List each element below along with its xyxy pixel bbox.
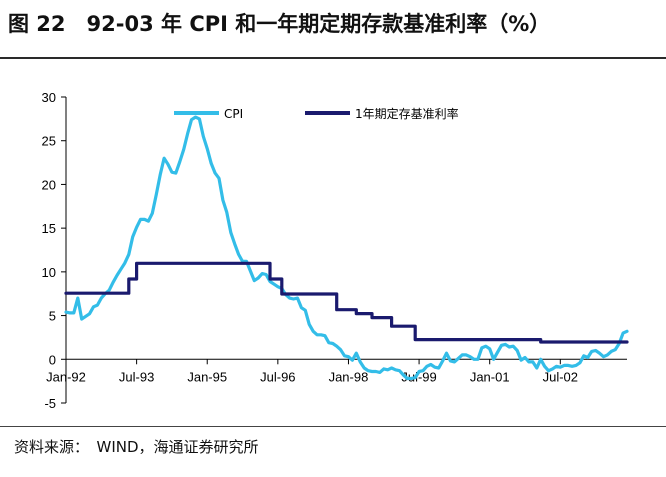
series-layer (64, 115, 629, 381)
y-tick-label: 0 (49, 352, 56, 367)
x-tick-label: Jan-95 (187, 369, 227, 384)
y-tick-label: 15 (42, 221, 56, 236)
x-tick-label: Jul-02 (543, 369, 578, 384)
x-tick-label: Jan-01 (470, 369, 510, 384)
y-tick-label: 10 (42, 265, 56, 280)
chart-legend: CPI 1年期定存基准利率 (174, 106, 459, 121)
cpi-rate-chart: -5 0 5 10 15 20 25 30 Jan-92 Jul-93 Jan-95 Jul-96 Ja… (42, 90, 629, 411)
legend-label-cpi: CPI (224, 107, 243, 121)
bottom-rule (0, 426, 666, 427)
y-tick-label: 20 (42, 177, 56, 192)
title-rule (0, 57, 666, 59)
figure-title: 图 22 92-03 年 CPI 和一年期定期存款基准利率（%） (8, 12, 551, 36)
y-tick-label: -5 (44, 396, 56, 411)
source-note: 资料来源： WIND，海通证券研究所 (14, 438, 259, 456)
series-line-cpi (64, 115, 629, 381)
series-line-deposit-rate (64, 261, 629, 344)
x-tick-label: Jul-99 (401, 369, 436, 384)
x-tick-label: Jul-96 (260, 369, 295, 384)
x-tick-label: Jan-92 (46, 369, 86, 384)
legend-label-deposit-rate: 1年期定存基准利率 (355, 106, 459, 121)
x-tick-label: Jan-98 (329, 369, 369, 384)
x-tick-label: Jul-93 (119, 369, 154, 384)
chart-axes: -5 0 5 10 15 20 25 30 Jan-92 Jul-93 Jan-95 Jul-96 Ja… (42, 90, 627, 411)
y-tick-label: 5 (49, 309, 56, 324)
y-tick-label: 30 (42, 90, 56, 105)
y-tick-label: 25 (42, 134, 56, 149)
